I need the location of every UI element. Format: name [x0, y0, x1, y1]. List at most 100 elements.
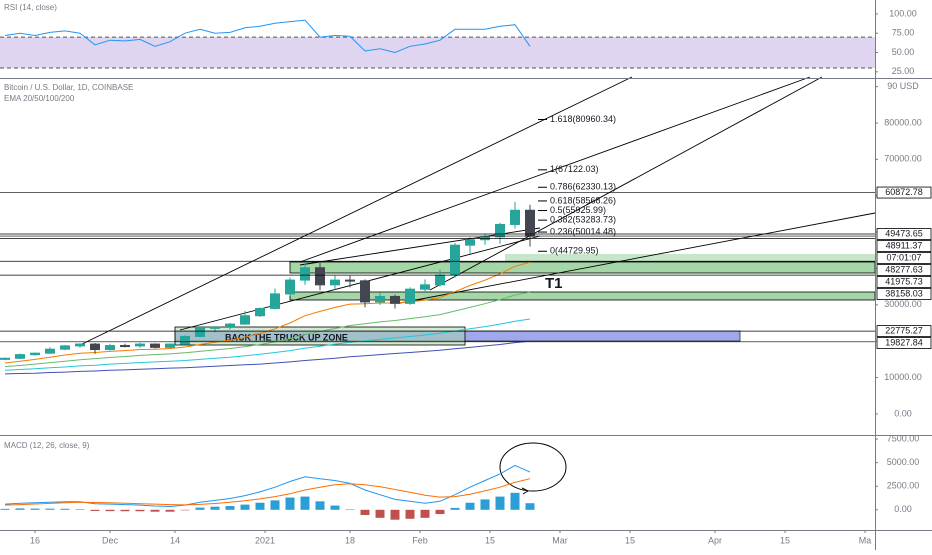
candle-body	[90, 343, 100, 351]
x-tick-label: 16	[30, 535, 40, 545]
price-label: 41975.73	[885, 276, 923, 286]
candle-body	[405, 288, 415, 304]
histogram-bar	[285, 497, 295, 510]
candle-body	[345, 279, 355, 282]
signal-line	[4, 478, 531, 506]
price-label: 48911.37	[886, 240, 923, 250]
zone	[174, 326, 466, 346]
histogram-bar	[495, 496, 505, 510]
trend-line	[399, 212, 876, 304]
rsi-line	[4, 19, 531, 54]
candle-body	[495, 223, 505, 238]
x-tick-label: Ma	[859, 535, 872, 545]
price-label: 22775.27	[885, 325, 923, 335]
candle-body	[105, 345, 115, 351]
y-tick-label: 75.00	[892, 28, 915, 38]
ema-line	[4, 291, 531, 368]
candle-body	[135, 343, 145, 347]
candle-body	[165, 343, 175, 348]
price-label-box	[876, 276, 932, 288]
x-tick-label: 2021	[255, 535, 275, 545]
candle-body	[270, 293, 280, 309]
histogram-bar	[435, 509, 445, 515]
histogram-bar	[15, 508, 25, 510]
candle-body	[0, 357, 10, 360]
histogram-bar	[465, 502, 475, 510]
histogram-bar	[45, 508, 55, 510]
y-tick-label: 7500.00	[887, 433, 920, 443]
y-tick-label: 100.00	[889, 8, 917, 18]
x-tick-label: Mar	[552, 535, 568, 545]
y-tick-label: 90 USD	[887, 81, 919, 91]
y-tick-label: 80000.00	[884, 117, 922, 127]
price-label-box	[876, 288, 932, 300]
rsi-title: RSI (14, close)	[4, 3, 57, 12]
x-tick-label: 15	[780, 535, 790, 545]
histogram-bar	[60, 508, 70, 510]
histogram-bar	[375, 509, 385, 518]
price-label-box	[876, 337, 932, 349]
candle-body	[120, 345, 130, 348]
circle-drawing	[499, 442, 567, 492]
histogram-bar	[135, 509, 145, 512]
candle-body	[45, 348, 55, 354]
candle-body	[15, 354, 25, 359]
x-tick-label: 18	[345, 535, 355, 545]
candle-body	[525, 209, 535, 237]
x-tick-label: Feb	[412, 535, 428, 545]
price-label-box	[876, 264, 932, 276]
histogram-bar	[75, 509, 85, 510]
histogram-bar	[315, 501, 325, 510]
price-label: 49473.65	[885, 228, 923, 238]
annotation: BACK THE TRUCK UP ZONE	[225, 332, 348, 342]
price-label-box	[876, 240, 932, 252]
ema-line	[4, 340, 531, 375]
fib-label: 0.236(50014.48)	[550, 226, 616, 236]
price-label-box	[876, 186, 932, 199]
candle-body	[450, 244, 460, 276]
y-tick-label: 30000.00	[884, 299, 922, 309]
histogram-bar	[30, 508, 40, 510]
y-tick-label: 2500.00	[887, 481, 920, 491]
candle-body	[255, 307, 265, 317]
histogram-bar	[300, 496, 310, 510]
histogram-bar	[165, 509, 175, 512]
y-tick-label: 50.00	[892, 47, 915, 57]
histogram-bar	[225, 506, 235, 510]
y-tick-label: 0.00	[894, 504, 912, 514]
x-tick-label: 15	[625, 535, 635, 545]
histogram-bar	[420, 509, 430, 518]
drawings	[79, 76, 876, 495]
candle-body	[210, 326, 220, 329]
candle-body	[510, 209, 520, 225]
histogram-bar	[105, 509, 115, 512]
macd-title: MACD (12, 26, close, 9)	[4, 441, 90, 450]
y-tick-label: 5000.00	[887, 457, 920, 467]
candle-body	[285, 279, 295, 295]
candle-body	[60, 345, 70, 350]
candle-body	[30, 352, 40, 356]
price-label-box	[876, 325, 932, 337]
y-tick-label: 10000.00	[884, 372, 922, 382]
x-tick-label: Apr	[708, 535, 722, 545]
y-tick-label: 25.00	[892, 66, 915, 76]
y-tick-label: 70000.00	[884, 154, 922, 164]
price-label: 48277.63	[885, 264, 923, 274]
histogram-bar	[180, 509, 190, 511]
candle-body	[330, 279, 340, 286]
trend-line	[429, 76, 823, 291]
histogram-bar	[120, 509, 130, 512]
fib-label: 0.382(53283.73)	[550, 215, 616, 225]
histogram-bar	[450, 507, 460, 510]
candle-body	[420, 284, 430, 290]
rsi-band	[0, 37, 875, 68]
histogram-bar	[0, 508, 10, 510]
candle-body	[195, 326, 205, 337]
zone	[289, 261, 876, 274]
histogram-bar	[195, 507, 205, 510]
zone	[505, 254, 875, 262]
price-label: 19827.84	[885, 337, 923, 347]
candle-body	[75, 343, 85, 347]
histogram-bar	[345, 509, 355, 510]
